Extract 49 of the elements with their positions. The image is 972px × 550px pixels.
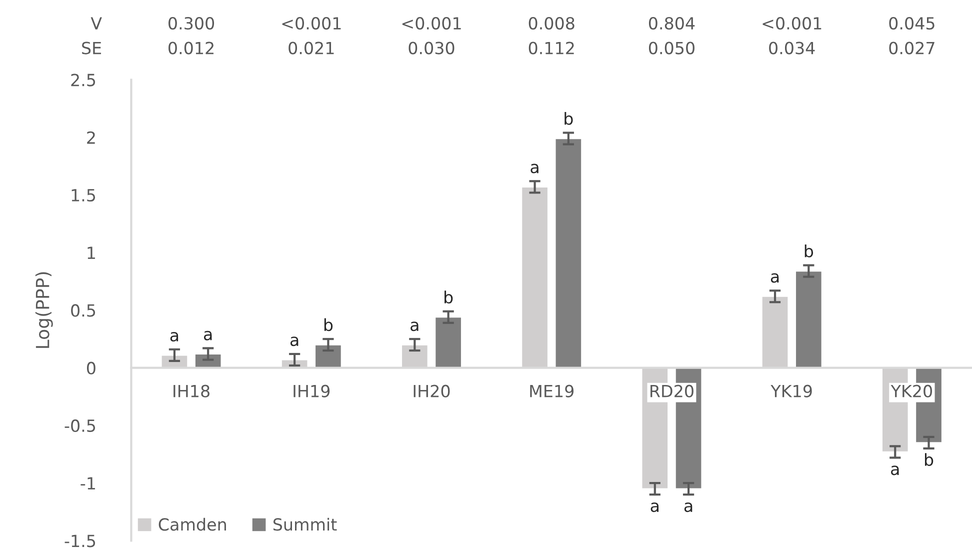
text: 0.804 [648, 16, 695, 30]
data-label: b [324, 318, 333, 332]
text: 0.034 [769, 42, 815, 54]
text: V [90, 17, 102, 30]
text: 0.021 [288, 42, 334, 54]
y-tick-label: 1.5 [72, 189, 96, 202]
data-label: a [170, 332, 178, 342]
text: SE [82, 42, 101, 54]
x-tick-label: YK20 [890, 384, 932, 398]
data-label: b [924, 453, 934, 466]
data-label: a [204, 330, 212, 340]
data-label: a [684, 502, 692, 512]
y-tick-label: 0 [86, 362, 96, 374]
y-tick-label: -1 [80, 477, 95, 490]
legend-label: Summit [273, 518, 337, 531]
y-tick-label: 2 [87, 131, 95, 144]
text: 0.027 [889, 42, 934, 54]
text: 0.030 [408, 42, 454, 54]
text: <0.001 [282, 16, 341, 30]
x-tick-label: IH19 [294, 384, 330, 398]
text: <0.001 [402, 16, 461, 30]
data-label: a [290, 336, 298, 346]
text: 0.045 [889, 16, 934, 30]
x-tick-label: IH20 [414, 384, 450, 398]
text: 0.012 [168, 42, 214, 54]
y-tick-label: -1.5 [64, 534, 96, 548]
legend-label: Camden [158, 518, 226, 531]
x-tick-label: ME19 [530, 384, 574, 398]
data-label: a [891, 466, 899, 476]
text: <0.001 [762, 16, 822, 30]
text: 0.300 [168, 16, 214, 30]
x-tick-label: YK19 [770, 384, 812, 398]
text: 0.050 [648, 42, 694, 54]
data-label: a [650, 502, 658, 512]
x-tick-label: IH18 [174, 384, 210, 398]
text: 0.008 [528, 16, 574, 30]
y-axis-title: Log(PPP) [35, 272, 53, 348]
data-label: b [444, 290, 453, 304]
data-label: b [564, 112, 573, 125]
y-tick-label: 2.5 [71, 74, 96, 86]
data-label: b [804, 244, 814, 258]
data-label: a [770, 273, 779, 283]
text: 0.112 [528, 42, 574, 54]
y-tick-label: -0.5 [64, 419, 96, 432]
y-tick-label: 0.5 [71, 304, 96, 317]
y-tick-label: 1 [88, 246, 95, 259]
data-label: a [410, 322, 418, 332]
data-label: a [530, 164, 538, 174]
x-tick-label: RD20 [650, 384, 694, 398]
